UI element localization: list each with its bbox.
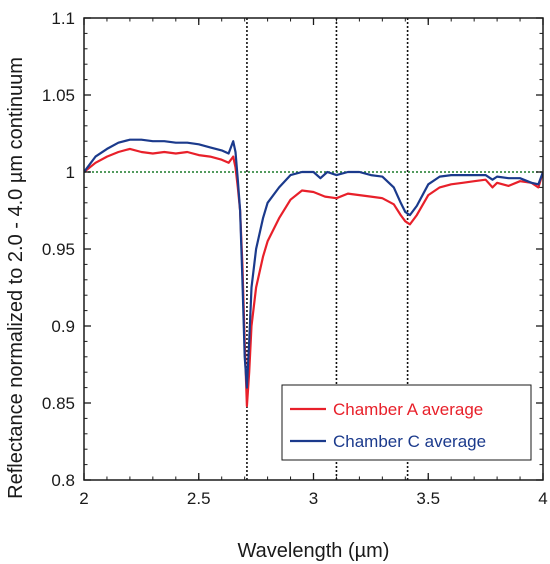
y-tick-label: 1.05 — [42, 86, 75, 105]
y-tick-label: 0.9 — [51, 317, 75, 336]
y-axis: 0.8 0.85 0.9 0.95 1 1.05 1.1 — [42, 9, 543, 490]
legend-label: Chamber A average — [333, 400, 483, 419]
y-tick-label: 1.1 — [51, 9, 75, 28]
y-tick-label: 0.95 — [42, 240, 75, 259]
series-layer — [84, 138, 543, 408]
x-axis-title: Wavelength (µm) — [238, 540, 390, 562]
x-tick-label: 2.5 — [187, 489, 211, 508]
x-tick-label: 3.5 — [416, 489, 440, 508]
y-tick-label: 0.8 — [51, 471, 75, 490]
series-line-chamber-a — [84, 147, 543, 408]
x-tick-label: 3 — [309, 489, 318, 508]
legend-label: Chamber C average — [333, 432, 486, 451]
legend-box — [281, 384, 532, 461]
x-tick-label: 4 — [538, 489, 547, 508]
legend: Chamber A average Chamber C average — [281, 384, 532, 461]
y-tick-label: 0.85 — [42, 394, 75, 413]
series-line-chamber-c — [84, 138, 543, 389]
x-tick-label: 2 — [79, 489, 88, 508]
y-axis-title: Reflectance normalized to 2.0 - 4.0 µm c… — [5, 57, 27, 499]
x-axis: 2 2.5 3 3.5 4 — [79, 18, 548, 508]
y-tick-label: 1 — [66, 163, 75, 182]
